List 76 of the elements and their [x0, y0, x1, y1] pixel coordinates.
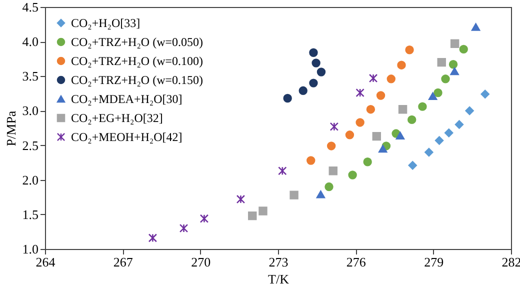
y-tick-label: 1.5 — [22, 206, 38, 222]
point — [398, 104, 408, 114]
point — [368, 74, 378, 83]
point — [278, 166, 287, 176]
legend-label: CO₂+MEOH+H₂O[42] — [71, 130, 182, 144]
point — [330, 122, 339, 131]
point — [471, 23, 480, 31]
legend-label: CO₂+EG+H₂O[32] — [71, 111, 163, 125]
point — [405, 46, 414, 54]
point — [298, 86, 308, 96]
point — [418, 102, 427, 111]
legend-label: CO₂+MDEA+H₂O[30] — [71, 92, 182, 106]
y-tick-label: 3.0 — [22, 103, 38, 118]
point — [386, 74, 396, 84]
point — [200, 214, 209, 223]
point — [444, 128, 454, 138]
point — [378, 144, 388, 153]
point — [407, 115, 416, 124]
point — [465, 106, 474, 116]
y-tick-label: 2.0 — [22, 172, 38, 188]
y-tick-label: 4.5 — [22, 0, 38, 14]
point — [450, 39, 460, 48]
point — [408, 160, 417, 170]
y-tick-label: 3.5 — [22, 68, 38, 84]
point — [148, 234, 158, 242]
legend-label: CO₂+H₂O[33] — [71, 16, 140, 30]
point — [356, 88, 364, 98]
x-tick-label: 270 — [191, 254, 211, 270]
y-axis-title: P/MPa — [3, 110, 18, 146]
point — [372, 132, 381, 141]
point — [459, 44, 468, 54]
point — [248, 211, 257, 220]
point — [428, 92, 438, 100]
x-tick-label: 264 — [36, 254, 56, 270]
x-tick-label: 273 — [268, 254, 288, 270]
point — [179, 224, 188, 233]
point — [448, 60, 458, 69]
point — [258, 206, 268, 216]
point — [356, 118, 364, 127]
point — [397, 60, 406, 70]
point — [348, 170, 357, 180]
point — [366, 104, 376, 114]
x-tick-label: 276 — [346, 254, 366, 270]
y-tick-label: 2.5 — [22, 138, 38, 153]
point — [316, 68, 326, 76]
point — [434, 136, 444, 145]
point — [437, 58, 446, 67]
x-tick-label: 279 — [424, 254, 444, 270]
point — [316, 190, 326, 198]
point — [290, 190, 298, 200]
y-tick-label: 4.0 — [22, 34, 38, 50]
point — [306, 156, 316, 165]
point — [454, 120, 464, 129]
legend-label: CO₂+TRZ+H₂O (w=0.150) — [71, 73, 203, 87]
x-axis-title: T/K — [268, 272, 290, 286]
point — [345, 130, 354, 140]
point — [236, 194, 246, 204]
point — [480, 90, 490, 98]
legend-label: CO₂+TRZ+H₂O (w=0.050) — [71, 35, 203, 49]
point — [326, 142, 336, 150]
point — [363, 158, 372, 166]
legend-label: CO₂+TRZ+H₂O (w=0.100) — [71, 54, 203, 68]
point — [441, 74, 450, 84]
point — [312, 58, 320, 68]
point — [309, 78, 318, 88]
point — [328, 166, 338, 176]
point — [309, 48, 318, 57]
point — [283, 94, 292, 103]
point — [396, 132, 405, 140]
point — [450, 67, 459, 76]
point — [424, 148, 434, 157]
point — [324, 182, 334, 192]
point — [434, 88, 442, 98]
x-tick-label: 267 — [113, 254, 134, 270]
point — [376, 91, 386, 100]
y-tick-label: 1.0 — [22, 242, 38, 256]
